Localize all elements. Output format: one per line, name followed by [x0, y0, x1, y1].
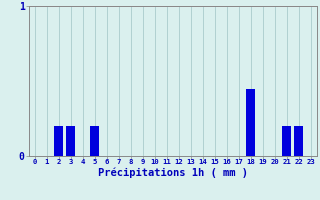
Bar: [282, 126, 291, 156]
X-axis label: Précipitations 1h ( mm ): Précipitations 1h ( mm ): [98, 168, 248, 178]
Bar: [90, 126, 99, 156]
Bar: [294, 126, 303, 156]
Bar: [246, 88, 255, 156]
Bar: [54, 126, 63, 156]
Bar: [66, 126, 75, 156]
